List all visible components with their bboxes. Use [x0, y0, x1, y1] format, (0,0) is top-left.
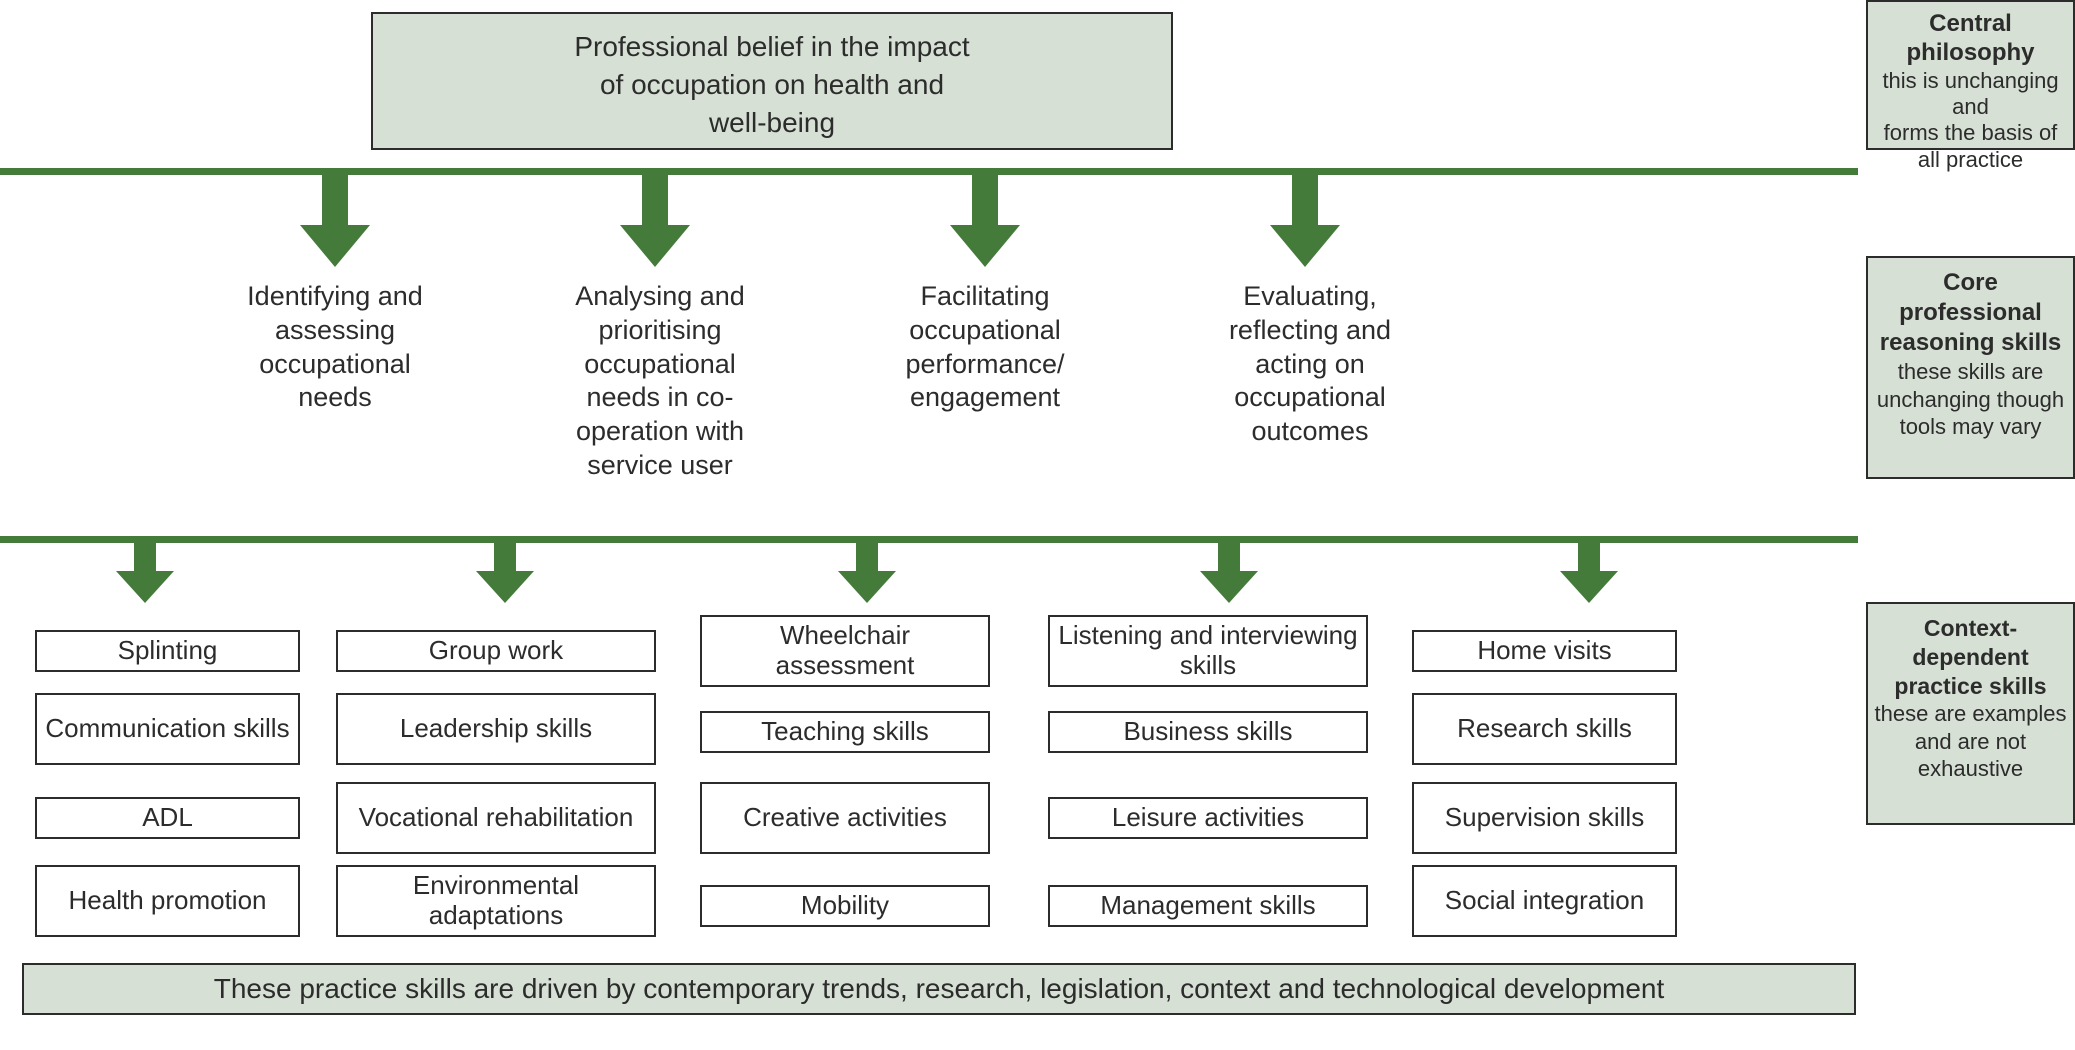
rs3-l2: occupational	[855, 314, 1115, 348]
practice-box-0-2: ADL	[35, 797, 300, 839]
rs4-l5: outcomes	[1180, 415, 1440, 449]
side-ctx-b1: these are examples	[1872, 700, 2069, 728]
rs2-l5: operation with	[530, 415, 790, 449]
practice-box-4-1: Research skills	[1412, 693, 1677, 765]
rs4-l4: occupational	[1180, 381, 1440, 415]
reasoning-skill-3: Facilitating occupational performance/ e…	[855, 280, 1115, 415]
reasoning-skill-2: Analysing and prioritising occupational …	[530, 280, 790, 483]
practice-box-2-2: Creative activities	[700, 782, 990, 854]
practice-box-3-0: Listening and interviewing skills	[1048, 615, 1368, 687]
rs3-l3: performance/	[855, 348, 1115, 382]
horizontal-rule-1	[0, 168, 1858, 175]
side-label-central: Central philosophy this is unchanging an…	[1866, 0, 2075, 150]
rs3-l1: Facilitating	[855, 280, 1115, 314]
practice-box-1-0: Group work	[336, 630, 656, 672]
practice-box-0-0: Splinting	[35, 630, 300, 672]
reasoning-skill-1: Identifying and assessing occupational n…	[205, 280, 465, 415]
side-central-b3: all practice	[1872, 147, 2069, 173]
arrow-tier2-2	[476, 543, 534, 603]
side-core-t1: Core professional	[1872, 268, 2069, 328]
rs2-l6: service user	[530, 449, 790, 483]
practice-box-0-1: Communication skills	[35, 693, 300, 765]
central-line3: well-being	[373, 104, 1171, 142]
rs1-l4: needs	[205, 381, 465, 415]
footer-bar: These practice skills are driven by cont…	[22, 963, 1856, 1015]
arrow-tier2-1	[116, 543, 174, 603]
diagram-root: Professional belief in the impact of occ…	[0, 0, 2075, 1050]
practice-box-3-2: Leisure activities	[1048, 797, 1368, 839]
practice-box-1-3: Environmental adaptations	[336, 865, 656, 937]
central-philosophy-box: Professional belief in the impact of occ…	[371, 12, 1173, 150]
arrow-tier2-3	[838, 543, 896, 603]
rs4-l1: Evaluating,	[1180, 280, 1440, 314]
side-ctx-b3: exhaustive	[1872, 755, 2069, 783]
central-line2: of occupation on health and	[373, 66, 1171, 104]
rs4-l2: reflecting and	[1180, 314, 1440, 348]
practice-box-2-3: Mobility	[700, 885, 990, 927]
practice-box-2-0: Wheelchair assessment	[700, 615, 990, 687]
practice-box-1-2: Vocational rehabilitation	[336, 782, 656, 854]
rs1-l3: occupational	[205, 348, 465, 382]
practice-box-2-1: Teaching skills	[700, 711, 990, 753]
horizontal-rule-2	[0, 536, 1858, 543]
practice-box-0-3: Health promotion	[35, 865, 300, 937]
practice-box-4-0: Home visits	[1412, 630, 1677, 672]
arrow-tier1-2	[620, 175, 690, 267]
side-core-b2: unchanging though	[1872, 386, 2069, 414]
side-central-b2: forms the basis of	[1872, 120, 2069, 146]
arrow-tier1-3	[950, 175, 1020, 267]
rs2-l2: prioritising	[530, 314, 790, 348]
side-label-central-title: Central philosophy	[1872, 10, 2069, 68]
side-central-b1: this is unchanging and	[1872, 68, 2069, 121]
rs2-l1: Analysing and	[530, 280, 790, 314]
practice-box-4-3: Social integration	[1412, 865, 1677, 937]
arrow-tier2-4	[1200, 543, 1258, 603]
rs3-l4: engagement	[855, 381, 1115, 415]
side-core-b1: these skills are	[1872, 358, 2069, 386]
practice-box-4-2: Supervision skills	[1412, 782, 1677, 854]
side-label-core: Core professional reasoning skills these…	[1866, 256, 2075, 479]
practice-box-1-1: Leadership skills	[336, 693, 656, 765]
arrow-tier1-4	[1270, 175, 1340, 267]
arrow-tier2-5	[1560, 543, 1618, 603]
side-ctx-t1: Context-dependent	[1872, 614, 2069, 672]
rs4-l3: acting on	[1180, 348, 1440, 382]
side-core-b3: tools may vary	[1872, 413, 2069, 441]
side-ctx-b2: and are not	[1872, 728, 2069, 756]
practice-box-3-1: Business skills	[1048, 711, 1368, 753]
arrow-tier1-1	[300, 175, 370, 267]
practice-box-3-3: Management skills	[1048, 885, 1368, 927]
rs2-l4: needs in co-	[530, 381, 790, 415]
rs1-l1: Identifying and	[205, 280, 465, 314]
reasoning-skill-4: Evaluating, reflecting and acting on occ…	[1180, 280, 1440, 449]
side-label-context: Context-dependent practice skills these …	[1866, 602, 2075, 825]
rs1-l2: assessing	[205, 314, 465, 348]
side-ctx-t2: practice skills	[1872, 672, 2069, 701]
rs2-l3: occupational	[530, 348, 790, 382]
side-core-t2: reasoning skills	[1872, 328, 2069, 358]
central-line1: Professional belief in the impact	[373, 28, 1171, 66]
